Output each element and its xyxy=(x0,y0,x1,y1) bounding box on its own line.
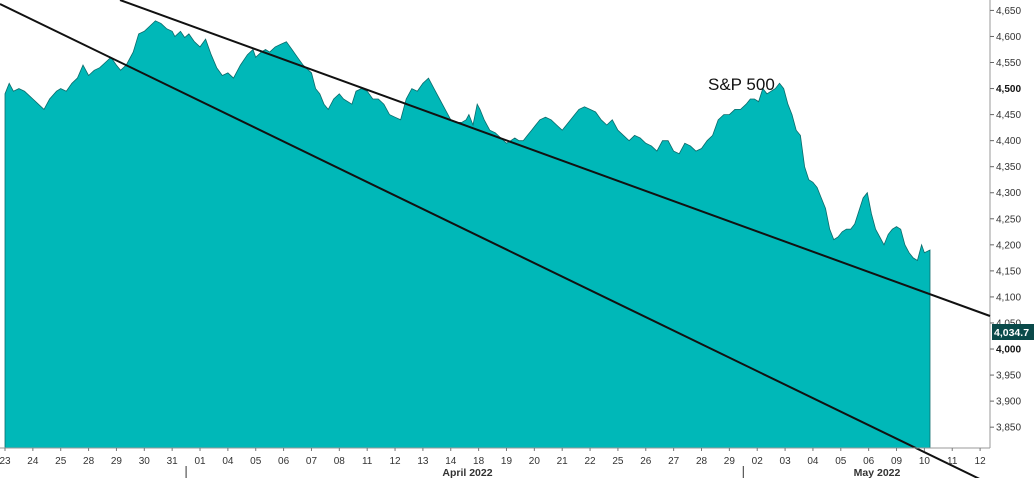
x-tick-label: 25 xyxy=(55,456,67,467)
x-tick-label: 21 xyxy=(557,456,569,467)
x-tick-label: 18 xyxy=(473,456,485,467)
x-tick-label: 28 xyxy=(83,456,95,467)
x-tick-label: 05 xyxy=(835,456,847,467)
y-tick-label: 4,500 xyxy=(996,84,1021,95)
x-tick-label: 19 xyxy=(501,456,513,467)
month-label: May 2022 xyxy=(854,467,901,478)
y-tick-label: 4,300 xyxy=(996,188,1021,199)
x-tick-label: 31 xyxy=(167,456,179,467)
x-tick-label: 12 xyxy=(975,456,987,467)
upper-trendline xyxy=(119,0,991,317)
x-tick-label: 03 xyxy=(780,456,792,467)
x-tick-label: 01 xyxy=(194,456,206,467)
x-tick-label: 11 xyxy=(947,456,958,467)
x-tick-label: 07 xyxy=(306,456,318,467)
y-tick-label: 4,400 xyxy=(996,136,1021,147)
x-tick-label: 14 xyxy=(445,456,457,467)
y-tick-label: 4,050 xyxy=(996,318,1021,329)
x-tick-label: 06 xyxy=(863,456,875,467)
y-tick-label: 3,850 xyxy=(996,423,1021,434)
x-tick-label: 04 xyxy=(807,456,819,467)
x-tick-label: 09 xyxy=(891,456,903,467)
chart-title: S&P 500 xyxy=(708,75,775,94)
y-tick-label: 4,600 xyxy=(996,32,1021,43)
y-tick-label: 3,950 xyxy=(996,371,1021,382)
x-tick-label: 27 xyxy=(668,456,680,467)
x-tick-label: 22 xyxy=(584,456,596,467)
y-tick-label: 4,550 xyxy=(996,58,1021,69)
y-tick-label: 4,250 xyxy=(996,214,1021,225)
y-tick-label: 4,100 xyxy=(996,292,1021,303)
x-tick-label: 10 xyxy=(919,456,931,467)
x-tick-label: 05 xyxy=(250,456,262,467)
lower-trendline xyxy=(0,3,980,478)
last-value-background xyxy=(992,324,1034,340)
x-tick-label: 08 xyxy=(334,456,346,467)
y-tick-label: 4,000 xyxy=(996,345,1021,356)
x-tick-label: 24 xyxy=(27,456,39,467)
trend-channel xyxy=(0,0,991,478)
x-tick-label: 25 xyxy=(612,456,624,467)
x-tick-label: 11 xyxy=(362,456,373,467)
x-tick-label: 30 xyxy=(139,456,151,467)
y-tick-label: 4,650 xyxy=(996,6,1021,17)
price-area xyxy=(4,20,931,449)
x-tick-label: 04 xyxy=(222,456,234,467)
x-tick-label: 28 xyxy=(696,456,708,467)
x-tick-label: 06 xyxy=(278,456,290,467)
x-tick-label: 29 xyxy=(724,456,736,467)
x-tick-label: 12 xyxy=(389,456,401,467)
y-tick-label: 4,200 xyxy=(996,240,1021,251)
x-tick-label: 20 xyxy=(529,456,541,467)
month-label: April 2022 xyxy=(442,467,492,478)
x-tick-label: 13 xyxy=(417,456,429,467)
y-axis: 3,850 3,900 3,950 4,000 4,050 4,100 4,150 4,200… xyxy=(989,0,1021,448)
y-tick-label: 4,450 xyxy=(996,110,1021,121)
y-tick-label: 3,900 xyxy=(996,397,1021,408)
x-axis: 23 24 25 28 29 30 31 01 04 05 06 07 08 11 12 13 14 18 19 20… xyxy=(0,447,990,478)
last-value-badge: 4,034.7 xyxy=(992,324,1034,340)
y-tick-label: 4,150 xyxy=(996,266,1021,277)
y-tick-label: 4,350 xyxy=(996,162,1021,173)
x-tick-label: 23 xyxy=(0,456,11,467)
x-tick-label: 26 xyxy=(640,456,652,467)
last-value-label: 4,034.7 xyxy=(994,327,1029,339)
x-tick-label: 29 xyxy=(111,456,123,467)
x-tick-label: 02 xyxy=(752,456,764,467)
